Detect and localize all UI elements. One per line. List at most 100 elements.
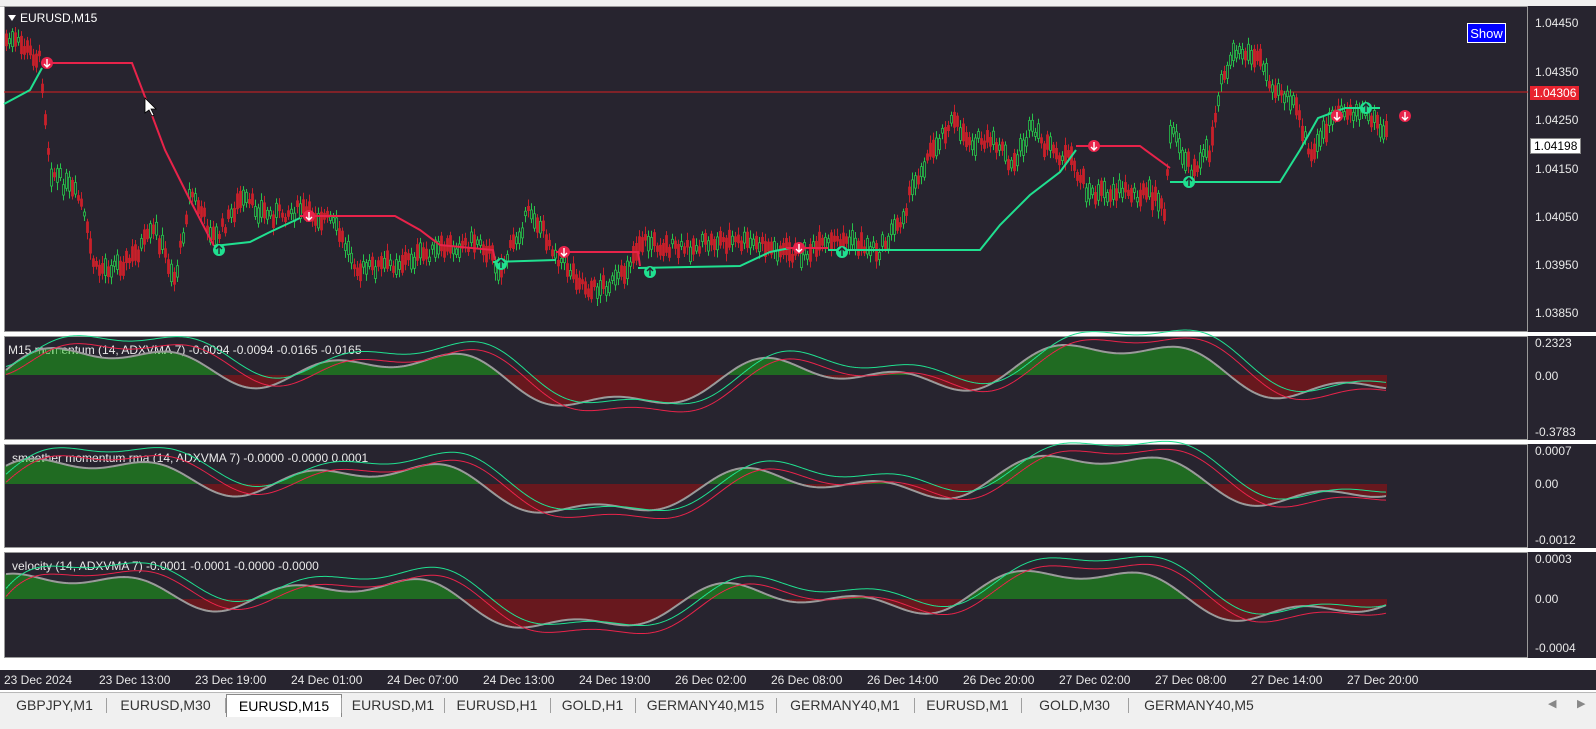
candle-body — [623, 266, 626, 284]
chart-tab[interactable]: GERMANY40,M1 — [790, 697, 900, 713]
candle-body — [515, 236, 518, 245]
chart-tab[interactable]: EURUSD,H1 — [456, 697, 538, 713]
time-tick-label: 26 Dec 20:00 — [963, 673, 1035, 687]
candle-body — [47, 148, 50, 155]
candle-body — [968, 137, 971, 146]
time-axis[interactable] — [0, 670, 1596, 690]
candle-body — [662, 242, 665, 257]
chart-tab[interactable]: GOLD,M30 — [1039, 697, 1110, 713]
candle-body — [1202, 149, 1205, 157]
chart-tab[interactable]: EURUSD,M1 — [351, 697, 435, 713]
candle-body — [155, 221, 158, 236]
candle-body — [29, 45, 32, 56]
candle-body — [1229, 54, 1232, 66]
candle-body — [755, 235, 758, 250]
chart-tab[interactable]: EURUSD,M1 — [926, 697, 1009, 713]
candle-body — [1127, 189, 1130, 196]
candle-body — [581, 279, 584, 285]
candle-body — [845, 236, 848, 244]
tab-separator — [635, 698, 636, 713]
price-scale[interactable] — [1528, 6, 1596, 332]
candle-body — [197, 200, 200, 215]
chart-tab[interactable]: GERMANY40,M5 — [1144, 697, 1254, 713]
candle-body — [1322, 120, 1325, 139]
candle-body — [374, 266, 377, 279]
candle-body — [74, 182, 77, 195]
candle-body — [1085, 187, 1088, 203]
candle-body — [230, 208, 233, 218]
tab-separator — [1128, 698, 1129, 713]
chart-tab[interactable]: GERMANY40,M15 — [646, 697, 765, 713]
candle-body — [164, 248, 167, 258]
candle-body — [947, 125, 950, 132]
candle-body — [59, 168, 62, 179]
velocity-scale-max: 0.0003 — [1535, 552, 1572, 566]
candle-body — [203, 207, 206, 217]
candle-body — [146, 228, 149, 240]
candle-body — [1142, 183, 1145, 196]
candle-body — [521, 227, 524, 239]
collapse-triangle-icon[interactable] — [8, 15, 16, 21]
candle-body — [734, 236, 737, 243]
candle-body — [377, 260, 380, 267]
main-chart-pane[interactable] — [4, 6, 1528, 332]
candle-body — [986, 130, 989, 143]
chart-tab[interactable]: EURUSD,M15 — [226, 694, 342, 717]
candle-body — [548, 239, 551, 247]
candle-body — [935, 137, 938, 157]
momentum-scale-zero: 0.00 — [1535, 369, 1559, 383]
candle-body — [260, 200, 263, 218]
tab-separator — [1021, 698, 1022, 713]
candle-body — [347, 240, 350, 255]
candle-body — [413, 256, 416, 269]
candle-body — [1055, 147, 1058, 160]
candle-body — [1289, 95, 1292, 111]
sell-arrow-icon — [1401, 112, 1409, 121]
candle-body — [425, 248, 428, 260]
tabs-scroll-left-icon[interactable]: ◀ — [1548, 698, 1557, 710]
chart-tab[interactable]: GBPJPY,M1 — [16, 697, 93, 713]
bull-trend-line — [637, 247, 791, 269]
candle-body — [11, 31, 14, 47]
candle-body — [176, 265, 179, 278]
tabs-scroll-right-icon[interactable]: ▶ — [1577, 698, 1586, 710]
candle-body — [209, 227, 212, 243]
candle-body — [1100, 180, 1103, 196]
candle-body — [98, 264, 101, 276]
candle-body — [716, 236, 719, 251]
candle-body — [866, 238, 869, 255]
candle-body — [23, 46, 26, 55]
candle-body — [356, 267, 359, 277]
tab-separator — [914, 698, 915, 713]
candle-body — [5, 33, 8, 47]
candle-body — [236, 193, 239, 210]
candle-body — [95, 260, 98, 267]
candle-body — [518, 231, 521, 244]
candle-body — [779, 245, 782, 258]
chart-tab[interactable]: GOLD,H1 — [561, 697, 624, 713]
candle-body — [854, 237, 857, 251]
candle-body — [362, 261, 365, 268]
candle-body — [296, 200, 299, 208]
candle-body — [1028, 120, 1031, 131]
candle-body — [572, 263, 575, 280]
candle-body — [200, 206, 203, 218]
chart-tab[interactable]: EURUSD,M30 — [120, 697, 211, 713]
time-tick-label: 24 Dec 01:00 — [291, 673, 363, 687]
candle-body — [959, 127, 962, 141]
buy-arrow-icon — [497, 259, 505, 268]
candle-body — [1082, 168, 1085, 185]
candle-body — [860, 232, 863, 250]
candle-body — [965, 132, 968, 148]
candle-body — [1145, 187, 1148, 200]
bid-price-label: 1.04198 — [1530, 138, 1582, 154]
candle-body — [122, 261, 125, 276]
candle-body — [851, 230, 854, 246]
candle-body — [1064, 145, 1067, 164]
show-button[interactable]: Show — [1467, 23, 1506, 43]
tab-separator — [341, 698, 342, 713]
candle-body — [929, 142, 932, 157]
candle-body — [1103, 181, 1106, 199]
candle-body — [1316, 134, 1319, 152]
candle-body — [1325, 123, 1328, 143]
